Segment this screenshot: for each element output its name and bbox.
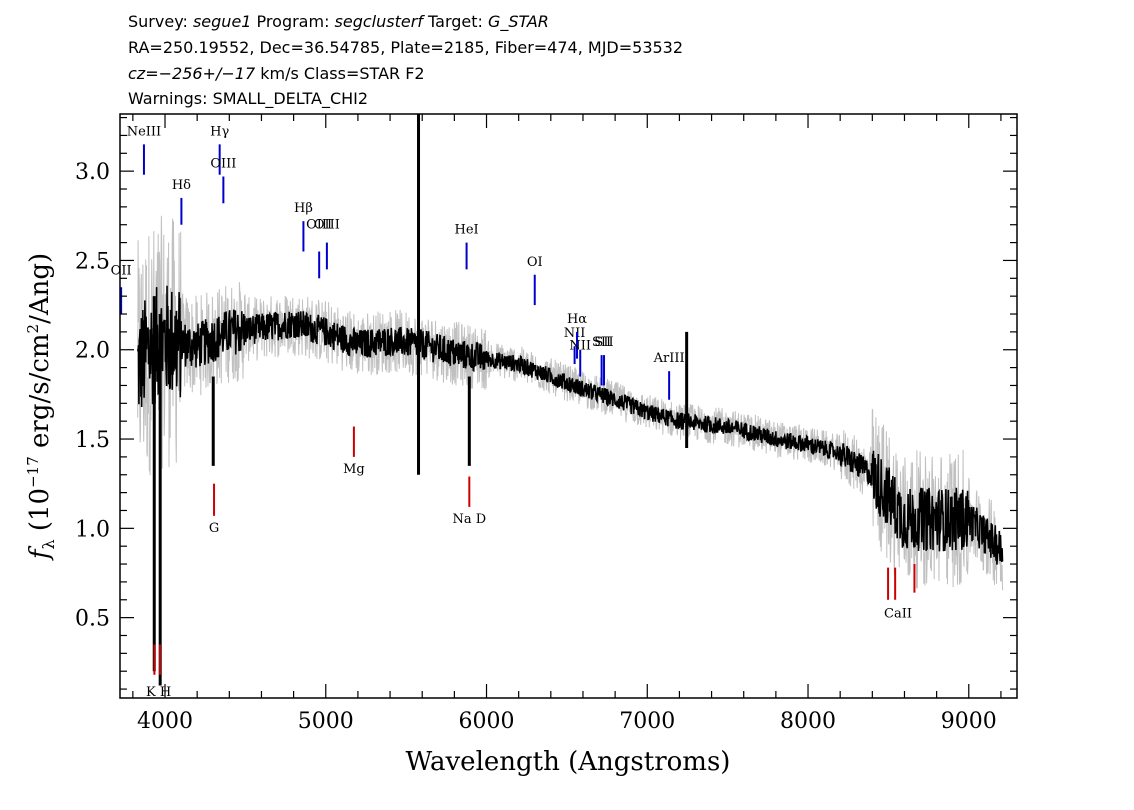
- emission-line-label: OIII: [210, 157, 236, 172]
- y-tick-label: 2.5: [75, 249, 110, 274]
- absorption-line-label: CaII: [884, 607, 912, 622]
- x-tick-label: 8000: [780, 709, 836, 734]
- emission-line-label: Hα: [567, 312, 587, 327]
- header-line-1: Survey: segue1 Program: segclusterf Targ…: [128, 12, 549, 32]
- y-axis: 0.5 1.0 1.5 2.0 2.5 3.0: [75, 116, 1017, 690]
- x-tick-label: 4000: [137, 709, 193, 734]
- y-tick-label: 0.5: [75, 607, 110, 632]
- header-line-3: cz=−256+/−17 km/s Class=STAR F2: [128, 64, 425, 83]
- emission-line-label: NeIII: [127, 124, 161, 139]
- y-tick-label: 1.0: [75, 517, 110, 542]
- emission-line-label: HeI: [454, 223, 478, 238]
- emission-line-label: SII: [594, 335, 613, 350]
- header-line-2: RA=250.19552, Dec=36.54785, Plate=2185, …: [128, 38, 683, 57]
- y-tick-label: 1.5: [75, 428, 110, 453]
- emission-line-label: OIII: [314, 217, 340, 232]
- x-axis: 4000 5000 6000 7000 8000 9000: [132, 114, 1002, 734]
- x-axis-title: Wavelength (Angstroms): [406, 747, 731, 777]
- emission-line-label: Hβ: [294, 201, 313, 216]
- error-spectrum: [137, 215, 1003, 591]
- absorption-line-label: Mg: [343, 462, 365, 477]
- emission-line-label: OII: [111, 264, 132, 279]
- x-tick-label: 7000: [619, 709, 675, 734]
- absorption-line-label: Na D: [452, 512, 486, 527]
- header-line-4: Warnings: SMALL_DELTA_CHI2: [128, 89, 368, 109]
- y-tick-label: 3.0: [75, 160, 110, 185]
- emission-line-label: Hδ: [172, 178, 191, 193]
- y-axis-title: fλ (10−17 erg/s/cm2/Ang): [24, 253, 58, 561]
- emission-line-label: OIII: [306, 217, 332, 232]
- plot-area: [136, 114, 1004, 686]
- header-block: Survey: segue1 Program: segclusterf Targ…: [128, 12, 683, 109]
- x-tick-label: 5000: [298, 709, 354, 734]
- emission-line-label: OI: [527, 255, 543, 270]
- x-tick-label: 9000: [941, 709, 997, 734]
- flux-spectrum: [136, 285, 1004, 565]
- emission-line-label: SII: [592, 335, 611, 350]
- emission-line-label: ArIII: [653, 351, 685, 366]
- emission-line-label: NII: [569, 339, 591, 354]
- absorption-line-label: G: [209, 521, 219, 536]
- emission-line-label: NII: [564, 326, 586, 341]
- emission-line-label: Hγ: [210, 124, 229, 139]
- y-tick-label: 2.0: [75, 339, 110, 364]
- plot-frame: [119, 113, 1018, 699]
- x-tick-label: 6000: [459, 709, 515, 734]
